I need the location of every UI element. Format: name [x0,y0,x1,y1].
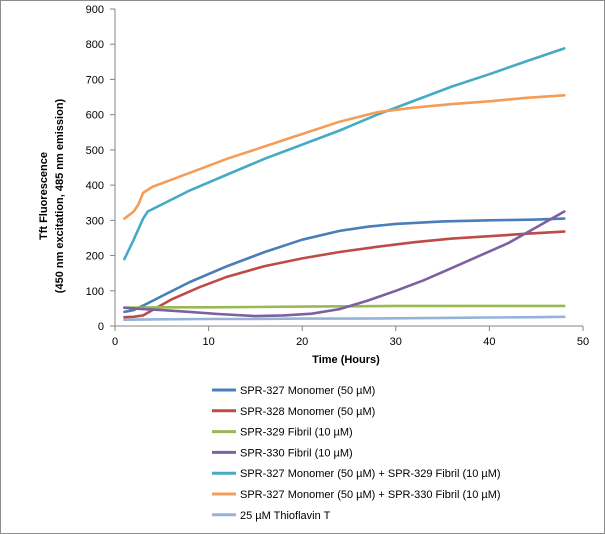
legend: SPR-327 Monomer (50 µM) SPR-328 Monomer (… [212,385,501,522]
series-line-2 [123,230,566,319]
x-tick-label: 50 [577,336,589,348]
y-ticks: 0 100 200 300 400 500 600 700 800 900 [86,4,115,333]
y-tick-label: 900 [86,4,104,16]
legend-label: SPR-329 Fibril (10 µM) [240,427,353,439]
legend-label: SPR-330 Fibril (10 µM) [240,447,353,459]
x-ticks: 0 10 20 30 40 50 [112,326,589,348]
series-line-6 [123,94,566,220]
x-tick-label: 30 [390,336,402,348]
y-axis-title: Tft Fluorescence [38,152,50,240]
y-tick-label: 500 [86,145,104,157]
series-line-4 [123,210,566,318]
x-tick-label: 0 [112,336,118,348]
y-axis-subtitle: (450 nm excitation, 485 nm emission) [54,98,66,293]
axes: 0 100 200 300 400 500 600 700 800 900 0 10 20 30 40 50 [86,4,589,348]
series-line-5 [123,47,566,261]
y-tick-label: 300 [86,215,104,227]
legend-label: SPR-327 Monomer (50 µM) + SPR-329 Fibril… [240,468,501,480]
x-tick-label: 40 [483,336,495,348]
y-tick-label: 700 [86,74,104,86]
y-axis-title-group: Tft Fluorescence (450 nm excitation, 485… [38,98,66,293]
x-tick-label: 10 [202,336,214,348]
legend-label: SPR-328 Monomer (50 µM) [240,406,375,418]
x-tick-label: 20 [296,336,308,348]
series-line-7 [123,315,566,322]
y-tick-label: 400 [86,180,104,192]
x-axis-title: Time (Hours) [312,354,380,366]
y-tick-label: 800 [86,39,104,51]
legend-label: 25 µM Thioflavin T [240,510,331,522]
legend-label: SPR-327 Monomer (50 µM) [240,385,375,397]
legend-label: SPR-327 Monomer (50 µM) + SPR-330 Fibril… [240,489,501,501]
y-tick-label: 0 [98,321,104,333]
y-tick-label: 100 [86,286,104,298]
data-series [123,47,566,322]
series-line-1 [123,217,566,314]
y-tick-label: 200 [86,251,104,263]
y-tick-label: 600 [86,110,104,122]
